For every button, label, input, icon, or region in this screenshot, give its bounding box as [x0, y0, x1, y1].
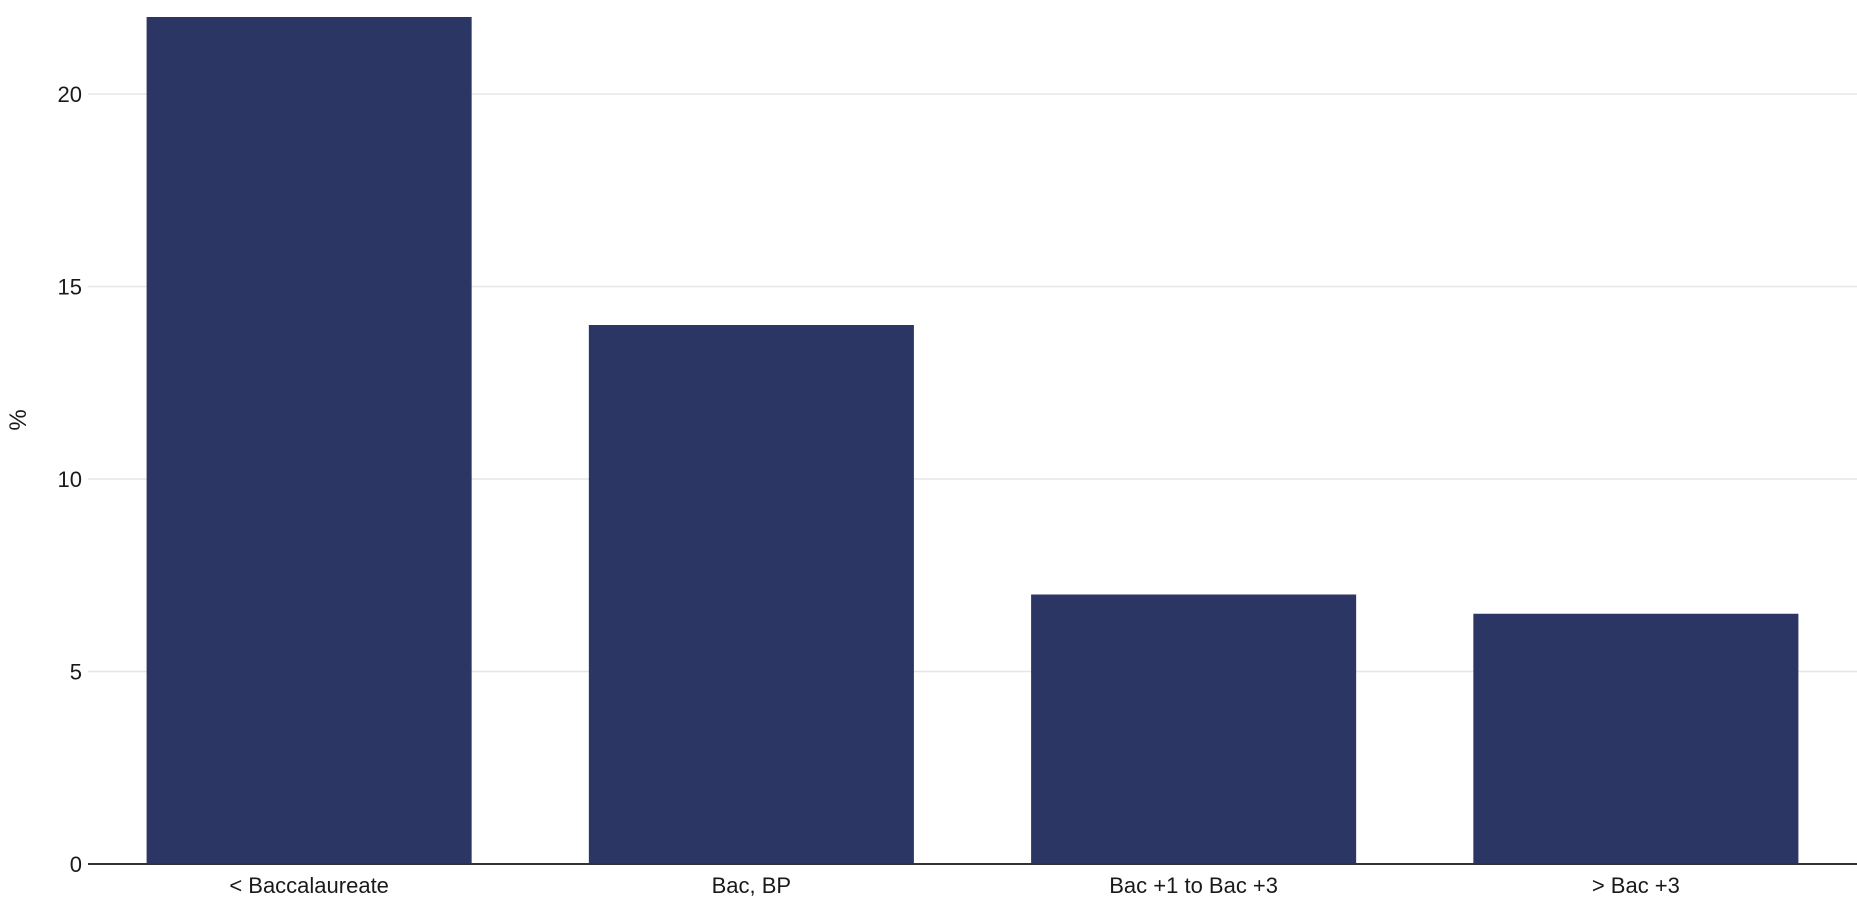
x-tick-label-3: Bac +1 to Bac +3	[1109, 873, 1278, 898]
y-tick-label-20: 20	[58, 82, 82, 107]
bar-2	[588, 325, 914, 864]
bars	[146, 17, 1799, 864]
bar-1	[146, 17, 472, 864]
y-tick-label-5: 5	[70, 660, 82, 685]
bar-4	[1473, 613, 1799, 864]
x-tick-label-1: < Baccalaureate	[229, 873, 389, 898]
x-tick-label-2: Bac, BP	[712, 873, 791, 898]
y-tick-label-10: 10	[58, 467, 82, 492]
y-axis-title: %	[5, 409, 32, 430]
x-axis-labels: < Baccalaureate Bac, BP Bac +1 to Bac +3 > …	[229, 873, 1680, 898]
y-tick-label-0: 0	[70, 852, 82, 877]
bar-3	[1031, 594, 1357, 864]
x-tick-label-4: > Bac +3	[1592, 873, 1680, 898]
y-axis-ticks: 0 5 10 15 20	[58, 82, 82, 877]
y-tick-label-15: 15	[58, 275, 82, 300]
